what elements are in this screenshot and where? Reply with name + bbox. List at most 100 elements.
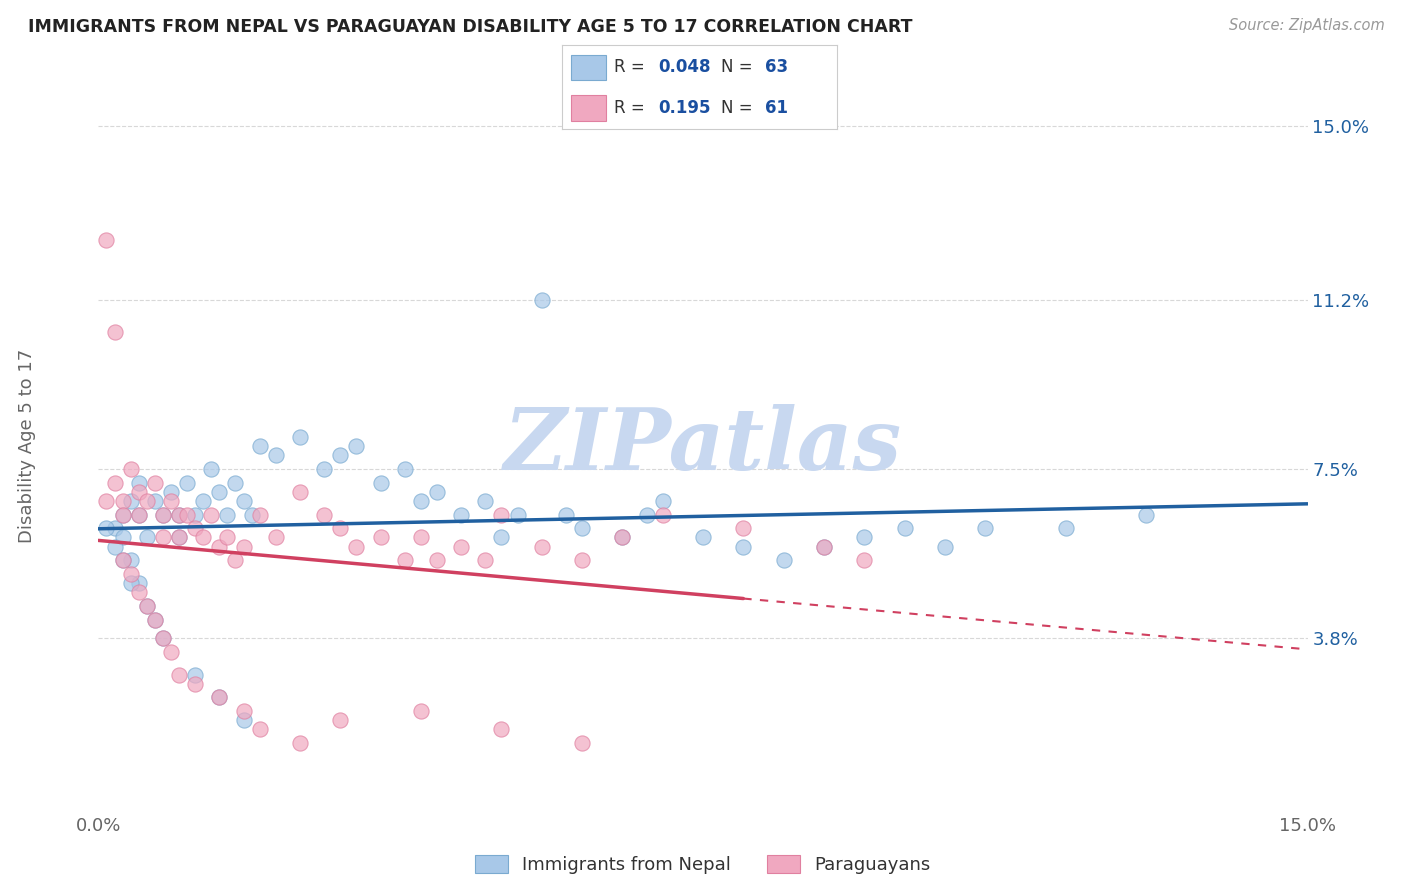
Point — [474, 494, 496, 508]
Point — [232, 494, 254, 508]
Point — [160, 645, 183, 659]
Point — [111, 508, 134, 522]
Point — [232, 714, 254, 728]
Point — [1054, 521, 1077, 535]
Point — [344, 439, 367, 453]
Point — [152, 530, 174, 544]
Text: 61: 61 — [765, 99, 789, 117]
Point — [530, 540, 553, 554]
Point — [893, 521, 915, 535]
Bar — [571, 54, 606, 80]
Point — [426, 484, 449, 499]
Point — [152, 631, 174, 645]
Point — [491, 530, 513, 544]
Point — [200, 508, 222, 522]
Point — [249, 439, 271, 453]
Point — [120, 494, 142, 508]
Point — [491, 723, 513, 737]
Text: 63: 63 — [765, 59, 789, 77]
Point — [128, 508, 150, 522]
Point — [370, 530, 392, 544]
Point — [120, 576, 142, 591]
Point — [208, 540, 231, 554]
Point — [103, 521, 125, 535]
Point — [96, 494, 118, 508]
Point — [329, 448, 352, 462]
Point — [143, 613, 166, 627]
Point — [651, 494, 673, 508]
Point — [264, 448, 287, 462]
Point — [232, 704, 254, 718]
Point — [208, 690, 231, 705]
Point — [555, 508, 578, 522]
Point — [426, 553, 449, 567]
Point — [111, 494, 134, 508]
Point — [135, 599, 157, 613]
Point — [491, 508, 513, 522]
Point — [96, 233, 118, 247]
Point — [193, 530, 215, 544]
Point — [232, 540, 254, 554]
Point — [167, 530, 190, 544]
Point — [249, 508, 271, 522]
Point — [176, 508, 198, 522]
Point — [314, 508, 336, 522]
Point — [240, 508, 263, 522]
Point — [184, 521, 207, 535]
Point — [530, 293, 553, 307]
Point — [450, 508, 472, 522]
Point — [111, 530, 134, 544]
Point — [135, 530, 157, 544]
Text: N =: N = — [721, 59, 758, 77]
Point — [394, 462, 416, 476]
Point — [160, 494, 183, 508]
Point — [167, 508, 190, 522]
Point — [612, 530, 634, 544]
Point — [506, 508, 529, 522]
Point — [813, 540, 835, 554]
Point — [160, 484, 183, 499]
Point — [184, 667, 207, 681]
Point — [135, 494, 157, 508]
Point — [733, 540, 755, 554]
Point — [370, 475, 392, 490]
Text: 0.195: 0.195 — [658, 99, 711, 117]
Point — [288, 736, 311, 750]
Point — [1135, 508, 1157, 522]
Point — [612, 530, 634, 544]
Text: IMMIGRANTS FROM NEPAL VS PARAGUAYAN DISABILITY AGE 5 TO 17 CORRELATION CHART: IMMIGRANTS FROM NEPAL VS PARAGUAYAN DISA… — [28, 18, 912, 36]
Point — [224, 553, 246, 567]
Point — [167, 530, 190, 544]
Point — [217, 508, 239, 522]
Text: Source: ZipAtlas.com: Source: ZipAtlas.com — [1229, 18, 1385, 33]
Point — [394, 553, 416, 567]
Legend: Immigrants from Nepal, Paraguayans: Immigrants from Nepal, Paraguayans — [467, 846, 939, 883]
Point — [772, 553, 794, 567]
Point — [224, 475, 246, 490]
Point — [143, 494, 166, 508]
Point — [409, 494, 432, 508]
Point — [208, 484, 231, 499]
Point — [217, 530, 239, 544]
Point — [571, 553, 593, 567]
Point — [167, 508, 190, 522]
Y-axis label: Disability Age 5 to 17: Disability Age 5 to 17 — [18, 349, 37, 543]
Point — [128, 484, 150, 499]
Point — [733, 521, 755, 535]
Point — [111, 508, 134, 522]
Point — [184, 676, 207, 690]
Point — [103, 325, 125, 339]
Point — [111, 553, 134, 567]
Point — [143, 475, 166, 490]
Point — [344, 540, 367, 554]
Point — [934, 540, 956, 554]
Point — [208, 690, 231, 705]
Point — [853, 530, 876, 544]
Text: ZIPatlas: ZIPatlas — [503, 404, 903, 488]
Point — [409, 530, 432, 544]
Point — [167, 667, 190, 681]
Point — [184, 508, 207, 522]
Point — [152, 508, 174, 522]
Point — [249, 723, 271, 737]
Text: N =: N = — [721, 99, 758, 117]
